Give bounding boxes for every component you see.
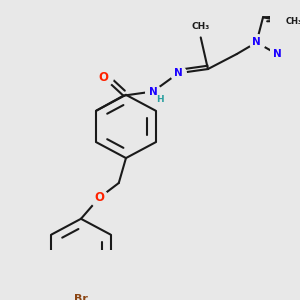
Text: O: O — [99, 71, 109, 84]
Text: Br: Br — [74, 294, 88, 300]
Text: N: N — [273, 50, 282, 59]
Text: CH₃: CH₃ — [286, 17, 300, 26]
Text: N: N — [149, 86, 158, 97]
Text: N: N — [174, 68, 183, 78]
Text: N: N — [252, 38, 261, 47]
Text: CH₃: CH₃ — [192, 22, 210, 31]
Text: H: H — [156, 95, 164, 104]
Text: O: O — [94, 191, 104, 205]
